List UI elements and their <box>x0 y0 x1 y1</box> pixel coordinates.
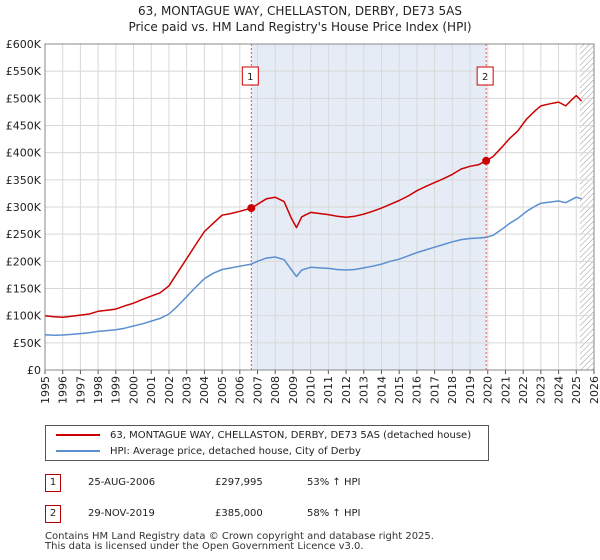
x-tick-label: 2023 <box>535 376 548 404</box>
y-tick-label: £350K <box>6 174 42 187</box>
y-tick-label: £100K <box>6 310 42 323</box>
y-tick-label: £500K <box>6 92 42 105</box>
x-tick-label: 2025 <box>570 376 583 404</box>
chart-title: 63, MONTAGUE WAY, CHELLASTON, DERBY, DE7… <box>0 3 600 35</box>
y-tick-label: £200K <box>6 255 42 268</box>
sale-marker-badge: 1 <box>45 474 61 492</box>
x-tick-label: 2026 <box>588 376 600 404</box>
series-line-hpi <box>44 196 582 336</box>
x-tick-label: 2024 <box>552 376 565 404</box>
x-tick-label: 2008 <box>269 376 282 404</box>
footer-licence: This data is licensed under the Open Gov… <box>45 541 364 552</box>
sale-point <box>482 156 491 165</box>
footer: Contains HM Land Registry data © Crown c… <box>45 532 434 552</box>
x-tick-label: 2011 <box>322 376 335 404</box>
x-tick-label: 2022 <box>517 376 530 404</box>
legend-swatch-hpi <box>56 450 100 452</box>
legend-item-hpi: HPI: Average price, detached house, City… <box>56 444 361 460</box>
x-tick-label: 2010 <box>304 376 317 404</box>
x-tick-label: 1995 <box>39 376 52 404</box>
y-tick-label: £150K <box>6 283 42 296</box>
x-tick-label: 2009 <box>287 376 300 404</box>
sale-marker-badge: 2 <box>45 505 61 523</box>
sale-marker-box <box>241 66 259 86</box>
sale-date: 25-AUG-2006 <box>88 477 156 488</box>
sale-price: £297,995 <box>215 477 263 488</box>
x-tick-label: 2016 <box>411 376 424 404</box>
sale-point <box>247 204 256 213</box>
legend-label-hpi: HPI: Average price, detached house, City… <box>110 446 361 457</box>
x-tick-label: 2014 <box>375 376 388 404</box>
x-tick-label: 1997 <box>74 376 87 404</box>
x-tick-label: 1996 <box>57 376 70 404</box>
y-tick-label: £0 <box>27 364 41 377</box>
sale-hpi-change: 58% ↑ HPI <box>307 508 361 519</box>
x-tick-label: 2005 <box>216 376 229 404</box>
x-tick-label: 2002 <box>163 376 176 404</box>
x-tick-label: 2001 <box>145 376 158 404</box>
sale-marker-label: 1 <box>247 72 253 83</box>
y-tick-label: £600K <box>6 38 42 51</box>
legend-swatch-property <box>56 434 100 436</box>
legend-label-property: 63, MONTAGUE WAY, CHELLASTON, DERBY, DE7… <box>110 430 472 441</box>
x-tick-label: 2012 <box>340 376 353 404</box>
x-tick-label: 2021 <box>499 376 512 404</box>
sale-price: £385,000 <box>215 508 263 519</box>
footer-copyright: Contains HM Land Registry data © Crown c… <box>45 531 434 542</box>
legend-item-property: 63, MONTAGUE WAY, CHELLASTON, DERBY, DE7… <box>56 428 471 444</box>
x-tick-label: 2006 <box>234 376 247 404</box>
x-tick-label: 2019 <box>464 376 477 404</box>
y-tick-label: £400K <box>6 147 42 160</box>
y-tick-label: £50K <box>13 337 42 350</box>
price-chart: 1 2 £0 £50K £100K £150K £200K £250K £300K £350K £… <box>6 38 600 404</box>
y-tick-label: £550K <box>6 65 42 78</box>
x-tick-label: 2000 <box>127 376 140 404</box>
chart-title-line1: 63, MONTAGUE WAY, CHELLASTON, DERBY, DE7… <box>138 4 462 18</box>
plot-frame <box>44 43 595 371</box>
x-tick-label: 2007 <box>251 376 264 404</box>
x-tick-label: 1998 <box>92 376 105 404</box>
sale-marker-box <box>476 66 494 86</box>
x-tick-label: 1999 <box>110 376 123 404</box>
sale-marker-label: 2 <box>482 72 488 83</box>
series-line-property <box>44 94 583 319</box>
y-tick-label: £450K <box>6 120 42 133</box>
x-tick-label: 2018 <box>446 376 459 404</box>
x-tick-label: 2004 <box>198 376 211 404</box>
sale-date: 29-NOV-2019 <box>88 508 155 519</box>
x-tick-label: 2003 <box>181 376 194 404</box>
x-tick-label: 2013 <box>358 376 371 404</box>
x-tick-label: 2017 <box>428 376 441 404</box>
x-tick-label: 2020 <box>482 376 495 404</box>
sale-hpi-change: 53% ↑ HPI <box>307 477 361 488</box>
chart-legend: 63, MONTAGUE WAY, CHELLASTON, DERBY, DE7… <box>45 425 489 461</box>
chart-title-line2: Price paid vs. HM Land Registry's House … <box>128 20 472 34</box>
x-tick-label: 2015 <box>393 376 406 404</box>
y-tick-label: £250K <box>6 228 42 241</box>
y-tick-label: £300K <box>6 201 42 214</box>
